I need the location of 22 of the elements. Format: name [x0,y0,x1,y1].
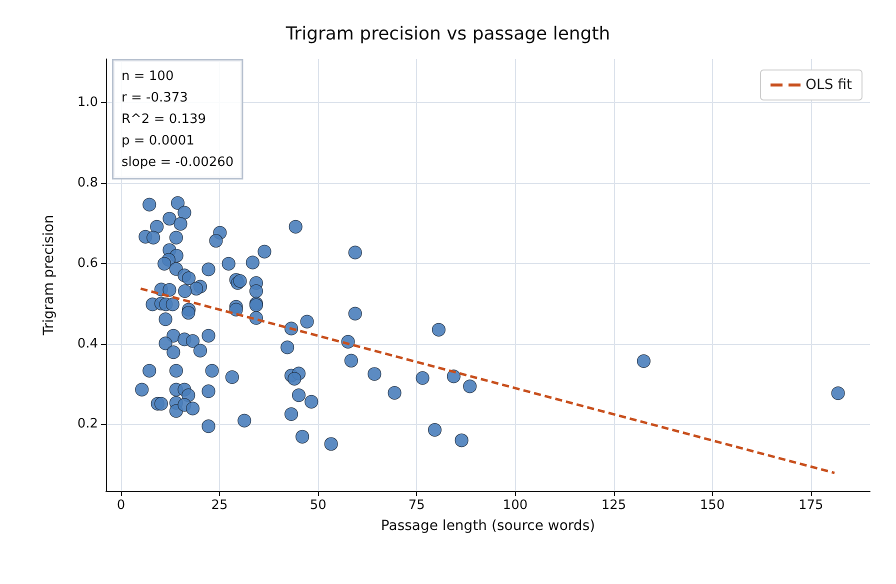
annotation: p = 0.0001 [122,133,194,148]
chart-title: Trigram precision vs passage length [284,24,610,44]
y-tick-label: 0.8 [77,175,98,190]
x-tick-label: 50 [310,498,326,513]
x-axis-title: Passage length (source words) [380,518,596,534]
y-tick-label: 0.6 [77,256,98,271]
annotation: r = -0.373 [122,90,188,106]
x-tick-label: 0 [116,498,126,513]
x-tick-label: 25 [211,498,228,513]
annotation: n = 100 [122,68,174,84]
x-tick-label: 125 [601,498,626,513]
x-tick-label: 100 [502,498,528,513]
annotation: slope = -0.00260 [122,154,234,170]
x-tick-label: 75 [408,498,425,513]
annotation: R^2 = 0.139 [122,112,206,127]
y-tick-label: 0.4 [77,336,98,352]
x-tick-label: 175 [798,498,824,513]
legend-label: OLS fit [806,77,853,93]
y-axis-title: Trigram precision [41,214,57,336]
y-tick-label: 1.0 [77,94,98,110]
x-tick-label: 150 [700,498,725,513]
y-tick-label: 0.2 [77,416,98,432]
